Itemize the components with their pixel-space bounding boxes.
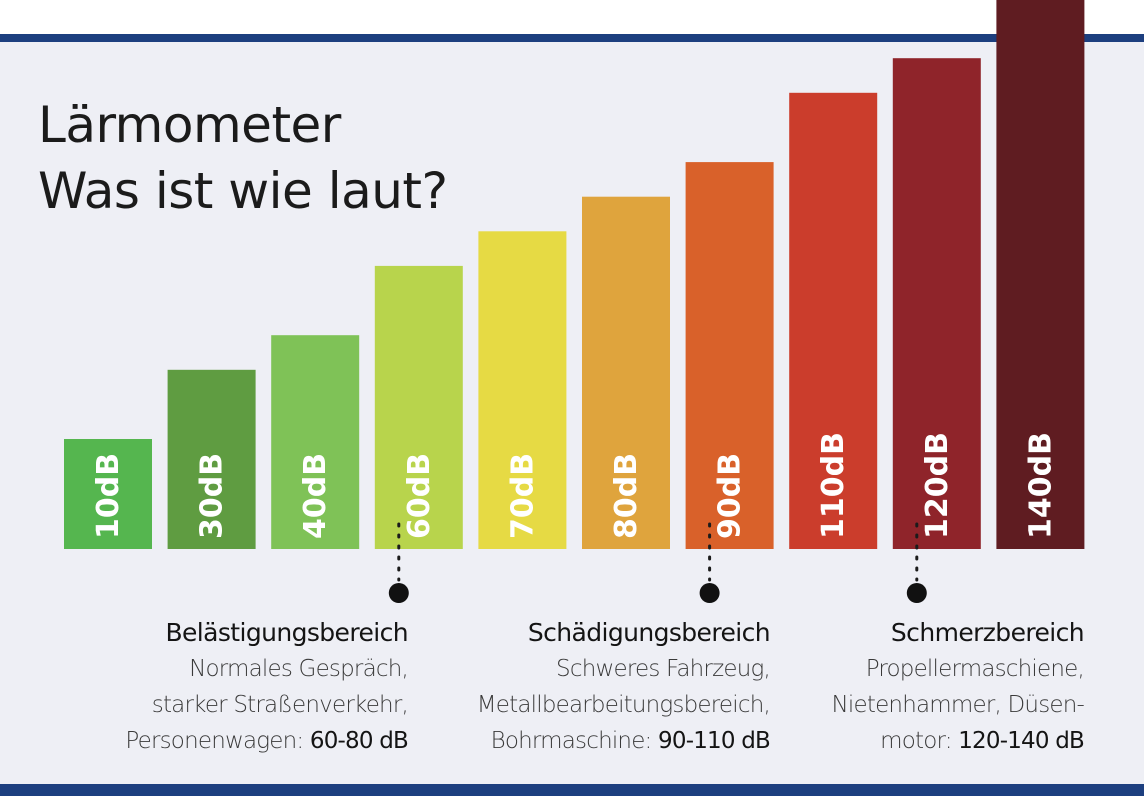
bar-value-label: 140dB xyxy=(1023,432,1058,539)
zone-line: Normales Gespräch, xyxy=(189,656,409,682)
bar-value-label: 70dB xyxy=(505,453,540,539)
bar-140dB xyxy=(996,0,1085,549)
bar-value-label: 80dB xyxy=(609,453,644,539)
zone-title: Belästigungsbereich xyxy=(165,618,408,647)
zone-marker-dot xyxy=(906,583,927,603)
bar-120dB xyxy=(892,58,981,549)
bar-70dB xyxy=(478,231,567,550)
zone-belaestigung: Belästigungsbereich Normales Gespräch, s… xyxy=(0,615,408,759)
bar-value-label: 110dB xyxy=(816,432,851,539)
zone-line: starker Straßenverkehr, xyxy=(151,692,409,718)
chart-title: Lärmometer Was ist wie laut? xyxy=(38,92,448,224)
zone-schaedigung: Schädigungsbereich Schweres Fahrzeug, Me… xyxy=(350,615,771,759)
zone-markers xyxy=(388,522,927,603)
zone-line-prefix: motor: xyxy=(880,728,959,754)
bottom-rule xyxy=(0,784,1144,796)
bar-40dB xyxy=(271,335,360,549)
bars: 10dB 30dB 40dB 60dB 70dB 80dB 90dB 110dB 120dB 14… xyxy=(64,0,1085,550)
zone-title: Schädigungsbereich xyxy=(527,618,771,647)
zone-title: Schmerzbereich xyxy=(890,618,1085,647)
zone-range: 60-80 dB xyxy=(309,728,409,754)
zone-range: 120-140 dB xyxy=(958,728,1085,754)
bar-value-label: 90dB xyxy=(713,453,748,539)
zone-line: Bohrmaschine: 90-110 dB xyxy=(350,723,771,759)
zone-line-prefix: Bohrmaschine: xyxy=(490,728,659,754)
zone-line: Schweres Fahrzeug, xyxy=(556,656,771,682)
bar-80dB xyxy=(582,196,670,549)
bar-30dB xyxy=(167,369,256,549)
zone-line: Personenwagen: 60-80 dB xyxy=(0,723,408,759)
bar-90dB xyxy=(685,162,774,549)
bar-60dB xyxy=(374,265,463,549)
bar-value-label: 30dB xyxy=(195,453,230,539)
zone-line-prefix: Personenwagen: xyxy=(125,728,310,754)
top-rule xyxy=(0,34,1144,42)
bar-value-label: 60dB xyxy=(402,453,437,539)
title-line-2: Was ist wie laut? xyxy=(38,162,448,220)
bar-10dB xyxy=(64,439,152,549)
zone-line: Propellermaschiene, xyxy=(865,656,1085,682)
zone-schmerz: Schmerzbereich Propellermaschiene, Niete… xyxy=(664,615,1085,759)
bar-110dB xyxy=(789,92,878,550)
zone-marker-dot xyxy=(699,583,720,603)
bar-value-label: 120dB xyxy=(920,432,955,539)
title-line-1: Lärmometer xyxy=(38,96,341,154)
bar-value-label: 40dB xyxy=(298,453,333,539)
zone-line: Metallbearbeitungsbereich, xyxy=(476,692,771,718)
zone-marker-dot xyxy=(388,583,409,603)
zone-line: Nietenhammer, Düsen- xyxy=(831,692,1085,718)
bar-value-label: 10dB xyxy=(91,453,126,539)
zone-range: 90-110 dB xyxy=(658,728,771,754)
zone-line: motor: 120-140 dB xyxy=(664,723,1085,759)
